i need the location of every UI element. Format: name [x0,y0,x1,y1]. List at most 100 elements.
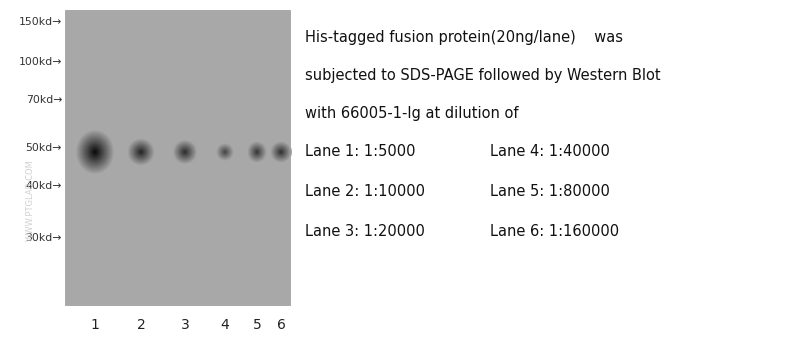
Ellipse shape [76,130,114,174]
Ellipse shape [90,146,100,158]
Ellipse shape [279,150,282,154]
Ellipse shape [132,144,149,160]
Ellipse shape [174,141,196,163]
Text: 6: 6 [277,318,286,332]
Bar [65,10,290,305]
Ellipse shape [274,145,288,159]
Ellipse shape [128,139,154,165]
Ellipse shape [183,150,187,154]
Ellipse shape [271,141,291,163]
Text: Lane 3: 1:20000: Lane 3: 1:20000 [305,224,425,239]
Ellipse shape [254,149,260,155]
Text: 40kd→: 40kd→ [26,181,62,191]
Text: 50kd→: 50kd→ [26,143,62,153]
Ellipse shape [224,151,226,153]
Ellipse shape [178,145,192,159]
Ellipse shape [276,147,286,157]
Ellipse shape [219,146,231,158]
Ellipse shape [80,135,110,169]
Ellipse shape [179,146,192,158]
Ellipse shape [247,141,267,163]
Ellipse shape [223,151,227,153]
Ellipse shape [271,142,291,162]
Ellipse shape [251,145,263,159]
Ellipse shape [77,131,113,173]
Ellipse shape [138,149,144,155]
Ellipse shape [136,146,147,158]
Ellipse shape [176,143,194,161]
Ellipse shape [223,150,227,154]
Text: 3: 3 [180,318,189,332]
Text: 5: 5 [253,318,262,332]
Ellipse shape [84,139,106,165]
Ellipse shape [91,147,99,156]
Ellipse shape [255,150,259,154]
Ellipse shape [250,144,264,160]
Ellipse shape [256,151,258,153]
Ellipse shape [248,142,266,162]
Ellipse shape [273,144,289,160]
Ellipse shape [88,144,102,160]
Ellipse shape [131,141,152,163]
Ellipse shape [272,143,290,161]
Ellipse shape [184,151,186,153]
Ellipse shape [216,144,234,160]
Ellipse shape [271,142,290,161]
Ellipse shape [220,147,230,157]
Ellipse shape [182,149,188,155]
Ellipse shape [277,148,285,156]
Ellipse shape [79,134,111,170]
Text: Lane 6: 1:160000: Lane 6: 1:160000 [490,224,619,239]
Text: subjected to SDS-PAGE followed by Western Blot: subjected to SDS-PAGE followed by Wester… [305,68,661,83]
Ellipse shape [127,138,155,166]
Ellipse shape [83,138,107,166]
Ellipse shape [251,146,263,158]
Text: 4: 4 [220,318,229,332]
Ellipse shape [181,148,189,156]
Ellipse shape [270,141,292,163]
Ellipse shape [177,144,193,160]
Ellipse shape [75,129,115,175]
Ellipse shape [128,139,153,165]
Ellipse shape [184,151,186,153]
Ellipse shape [253,147,261,156]
Ellipse shape [280,151,282,153]
Ellipse shape [256,151,258,153]
Text: His-tagged fusion protein(20ng/lane)    was: His-tagged fusion protein(20ng/lane) was [305,30,623,45]
Ellipse shape [218,145,232,159]
Text: 2: 2 [136,318,145,332]
Text: Lane 1: 1:5000: Lane 1: 1:5000 [305,144,416,159]
Ellipse shape [223,149,227,155]
Ellipse shape [135,146,148,158]
Ellipse shape [131,142,151,162]
Ellipse shape [132,143,150,161]
Ellipse shape [278,149,284,155]
Text: 1: 1 [90,318,100,332]
Ellipse shape [87,143,103,161]
Ellipse shape [250,144,264,160]
Text: 100kd→: 100kd→ [18,57,62,67]
Text: 70kd→: 70kd→ [26,95,62,105]
Text: Lane 4: 1:40000: Lane 4: 1:40000 [490,144,610,159]
Ellipse shape [255,150,259,154]
Ellipse shape [220,147,230,156]
Ellipse shape [180,146,191,158]
Ellipse shape [219,146,231,158]
Ellipse shape [85,140,105,164]
Ellipse shape [140,151,142,153]
Ellipse shape [218,145,231,159]
Ellipse shape [255,149,259,155]
Ellipse shape [176,142,195,161]
Ellipse shape [221,149,228,156]
Ellipse shape [78,132,112,171]
Text: 150kd→: 150kd→ [18,17,62,27]
Ellipse shape [136,148,145,156]
Ellipse shape [279,149,284,155]
Ellipse shape [223,150,227,154]
Ellipse shape [86,142,104,162]
Text: 30kd→: 30kd→ [26,233,62,243]
Ellipse shape [183,150,188,155]
Ellipse shape [224,151,226,153]
Text: Lane 2: 1:10000: Lane 2: 1:10000 [305,184,425,199]
Ellipse shape [251,145,263,159]
